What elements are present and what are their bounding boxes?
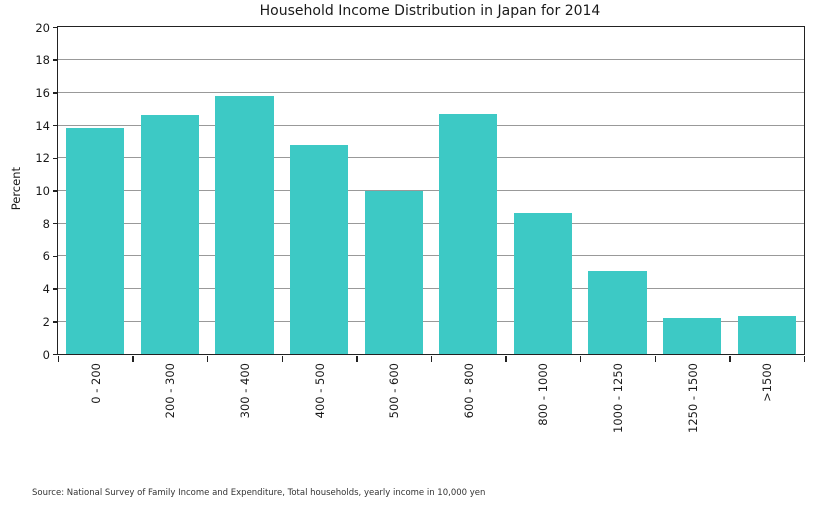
gridline-y2: [58, 320, 804, 322]
xtick-mark-7: [579, 356, 582, 362]
ytick-label-4: 4: [42, 282, 50, 297]
gridline-y6: [58, 255, 804, 257]
bar-0: [66, 128, 125, 354]
bar-5: [439, 113, 498, 354]
xtick-mark-3: [281, 356, 284, 362]
bar-4: [364, 190, 423, 354]
ytick-label-2: 2: [42, 314, 50, 329]
ytick-label-10: 10: [35, 184, 50, 198]
gridline-y10: [58, 190, 804, 191]
gridline-y16: [58, 91, 804, 93]
ytick-mark-6: [53, 255, 57, 258]
ytick-mark-0: [53, 353, 57, 356]
gridline-y12: [58, 157, 804, 159]
xtick-mark-6: [505, 356, 507, 362]
xtick-label-0: 0 - 200: [88, 363, 103, 404]
ytick-label-16: 16: [35, 85, 50, 100]
bar-2: [215, 95, 274, 354]
ytick-label-14: 14: [35, 118, 50, 133]
xtick-mark-8: [654, 356, 657, 362]
ytick-mark-12: [53, 157, 57, 160]
xtick-label-2: 300 - 400: [238, 363, 252, 419]
ytick-mark-2: [53, 321, 57, 323]
xtick-mark-0: [57, 356, 60, 362]
bar-6: [513, 213, 572, 354]
ytick-label-8: 8: [42, 216, 50, 231]
gridline-y8: [58, 222, 804, 224]
ytick-mark-8: [53, 222, 57, 225]
xtick-mark-5: [430, 356, 433, 362]
source-note: Source: National Survey of Family Income…: [32, 488, 486, 498]
xtick-label-7: 1000 - 1250: [611, 363, 625, 433]
gridline-y4: [58, 288, 804, 290]
bar-7: [588, 270, 647, 354]
xtick-mark-10: [803, 356, 806, 362]
xtick-mark-2: [206, 356, 209, 362]
xtick-label-5: 600 - 800: [461, 363, 476, 419]
ytick-mark-16: [53, 92, 57, 94]
ytick-mark-20: [53, 26, 57, 29]
ytick-label-6: 6: [42, 249, 50, 264]
bar-9: [737, 316, 796, 354]
bar-1: [140, 115, 199, 354]
xtick-mark-4: [356, 356, 358, 362]
xtick-label-3: 400 - 500: [312, 363, 327, 419]
chart-title: Household Income Distribution in Japan f…: [259, 3, 601, 19]
xtick-label-1: 200 - 300: [163, 363, 178, 419]
bar-3: [290, 144, 349, 354]
xtick-mark-1: [132, 356, 134, 362]
ytick-label-18: 18: [35, 53, 50, 68]
xtick-label-9: >1500: [760, 363, 775, 402]
ytick-label-0: 0: [42, 347, 50, 362]
gridline-y18: [58, 59, 804, 61]
xtick-label-6: 800 - 1000: [536, 363, 551, 426]
plot-area: [57, 26, 805, 355]
ytick-label-12: 12: [35, 151, 50, 166]
xtick-label-8: 1250 - 1500: [685, 363, 700, 433]
bar-8: [663, 318, 722, 354]
gridline-y14: [58, 124, 804, 126]
ytick-label-20: 20: [35, 20, 50, 35]
ytick-mark-4: [53, 288, 57, 290]
ytick-mark-10: [53, 190, 57, 192]
xtick-label-4: 500 - 600: [387, 363, 402, 419]
ytick-mark-14: [53, 124, 57, 127]
xtick-mark-9: [729, 356, 731, 362]
ytick-mark-18: [53, 59, 57, 61]
